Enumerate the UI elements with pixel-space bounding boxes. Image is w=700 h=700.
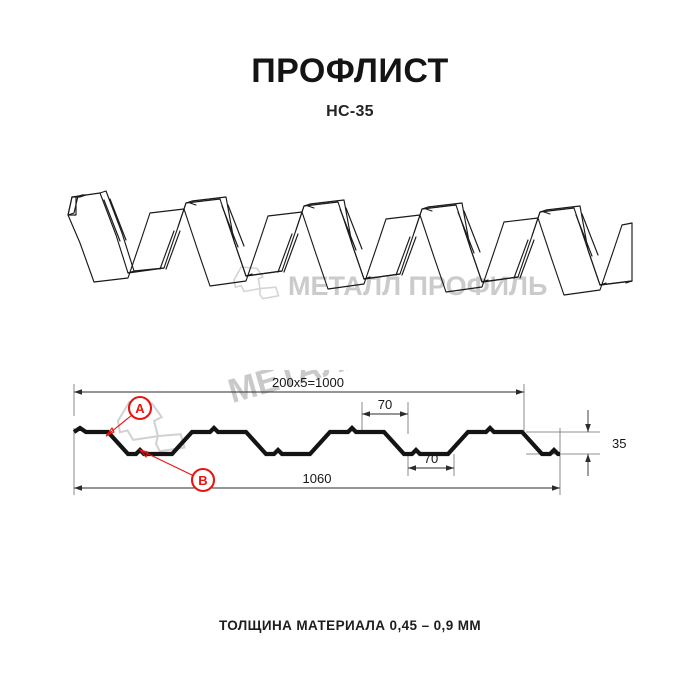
callout-b: B [138, 449, 216, 493]
callout-b-circle [190, 467, 216, 493]
dimension-pitch-label: 200x5=1000 [272, 375, 344, 390]
extension-lines [73, 384, 600, 495]
page-title: ПРОФЛИСТ [251, 52, 449, 90]
dimension-overall-width: 1060 [74, 471, 560, 491]
callout-a: A [105, 395, 153, 437]
watermark-iso: МЕТАЛЛ ПРОФИЛЬ [233, 266, 547, 301]
callout-a-circle [127, 395, 153, 421]
callout-a-label: A [135, 401, 145, 416]
profile-polyline [72, 425, 560, 457]
page-header: ПРОФЛИСТ НС-35 [0, 54, 700, 121]
dimension-top-flange: 70 [362, 397, 408, 417]
product-model-label: НС-35 [326, 103, 374, 120]
dimension-pitch: 200x5=1000 [74, 375, 524, 395]
dimension-top-flange-label: 70 [378, 397, 392, 412]
dimension-height-label: 35 [612, 436, 626, 451]
corrugated-sheet-drawing [67, 190, 633, 296]
isometric-profile-figure: МЕТАЛЛ ПРОФИЛЬ [60, 175, 640, 320]
cross-section-figure: МЕТАЛЛ ПРОФИЛЬ [60, 370, 640, 515]
dimension-height: 35 [585, 410, 626, 476]
callout-b-label: B [198, 473, 207, 488]
dimension-overall-width-label: 1060 [303, 471, 332, 486]
material-thickness-note: ТОЛЩИНА МАТЕРИАЛА 0,45 – 0,9 ММ [218, 618, 482, 633]
watermark-iso-text: МЕТАЛЛ ПРОФИЛЬ [288, 271, 547, 301]
